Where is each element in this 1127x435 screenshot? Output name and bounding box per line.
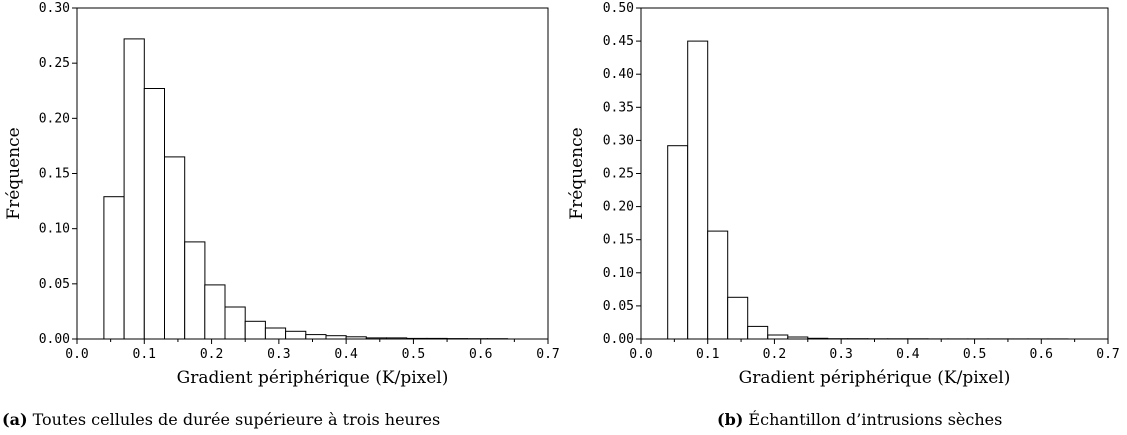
histogram-bar bbox=[687, 40, 709, 340]
caption-b-text: Échantillon d’intrusions sèches bbox=[748, 410, 1003, 429]
histogram-bar bbox=[285, 330, 307, 340]
y-tick-label: 0.15 bbox=[603, 233, 634, 248]
histogram-bar bbox=[667, 145, 689, 340]
y-tick-label: 0.20 bbox=[603, 200, 634, 215]
caption-a-text: Toutes cellules de durée supérieure à tr… bbox=[32, 410, 441, 429]
x-tick-label: 0.0 bbox=[629, 347, 652, 362]
x-tick-label: 0.4 bbox=[896, 347, 920, 362]
x-axis-label: Gradient périphérique (K/pixel) bbox=[739, 368, 1011, 388]
y-tick-label: 0.10 bbox=[39, 222, 70, 237]
y-tick-label: 0.35 bbox=[603, 100, 634, 115]
y-tick-label: 0.15 bbox=[39, 167, 70, 182]
histogram-bar bbox=[767, 334, 789, 340]
histogram-bar bbox=[727, 296, 749, 340]
x-tick-label: 0.3 bbox=[829, 347, 852, 362]
caption-b-tag: (b) bbox=[717, 410, 744, 429]
x-tick-label: 0.2 bbox=[200, 347, 223, 362]
y-tick-label: 0.25 bbox=[603, 167, 634, 182]
y-tick-label: 0.00 bbox=[39, 332, 70, 347]
x-tick-label: 0.4 bbox=[334, 347, 358, 362]
caption-a-tag: (a) bbox=[2, 410, 28, 429]
caption-a: (a) Toutes cellules de durée supérieure … bbox=[2, 410, 440, 429]
y-axis-label: Fréquence bbox=[567, 127, 587, 219]
x-tick-label: 0.7 bbox=[536, 347, 559, 362]
caption-b: (b) Échantillon d’intrusions sèches bbox=[717, 410, 1002, 429]
x-tick-label: 0.0 bbox=[65, 347, 88, 362]
y-tick-label: 0.45 bbox=[603, 34, 634, 49]
histogram-bar bbox=[204, 284, 226, 340]
histogram-chart-b: 0.0 0.1 0.2 0.3 0.4 0.5 0.6 0.7 0.00 0.05 0.10 0.15… bbox=[567, 1, 1120, 388]
histogram-bar bbox=[123, 38, 145, 340]
histogram-bar bbox=[305, 334, 327, 340]
x-tick-label: 0.1 bbox=[133, 347, 156, 362]
histogram-bar bbox=[103, 196, 125, 340]
x-tick-label: 0.2 bbox=[763, 347, 786, 362]
histogram-bar bbox=[224, 306, 246, 340]
histogram-bar bbox=[164, 156, 186, 340]
y-axis-label: Fréquence bbox=[4, 127, 24, 219]
histogram-bar bbox=[707, 230, 729, 340]
y-tick-label: 0.00 bbox=[603, 332, 634, 347]
x-tick-label: 0.5 bbox=[963, 347, 986, 362]
histogram-bar bbox=[747, 325, 769, 340]
y-tick-label: 0.50 bbox=[603, 1, 634, 16]
histogram-bar bbox=[244, 320, 266, 340]
histogram-bar bbox=[184, 241, 206, 340]
x-tick-label: 0.6 bbox=[469, 347, 492, 362]
x-tick-label: 0.7 bbox=[1096, 347, 1119, 362]
y-tick-label: 0.05 bbox=[603, 299, 634, 314]
y-tick-label: 0.10 bbox=[603, 266, 634, 281]
histogram-bar bbox=[143, 88, 166, 340]
y-tick-label: 0.40 bbox=[603, 67, 634, 82]
y-tick-label: 0.05 bbox=[39, 277, 70, 292]
x-axis-label: Gradient périphérique (K/pixel) bbox=[177, 368, 449, 388]
y-tick-label: 0.30 bbox=[603, 133, 634, 148]
histogram-bar bbox=[264, 327, 287, 340]
y-tick-label: 0.25 bbox=[39, 56, 70, 71]
y-tick-label: 0.30 bbox=[39, 1, 70, 16]
y-tick-label: 0.20 bbox=[39, 111, 70, 126]
x-tick-label: 0.5 bbox=[402, 347, 425, 362]
x-tick-label: 0.1 bbox=[696, 347, 719, 362]
x-tick-label: 0.3 bbox=[267, 347, 290, 362]
x-tick-label: 0.6 bbox=[1030, 347, 1053, 362]
histogram-chart-a: 0.0 0.1 0.2 0.3 0.4 0.5 0.6 0.7 0.00 0.05 0.10 0.15… bbox=[4, 1, 560, 388]
